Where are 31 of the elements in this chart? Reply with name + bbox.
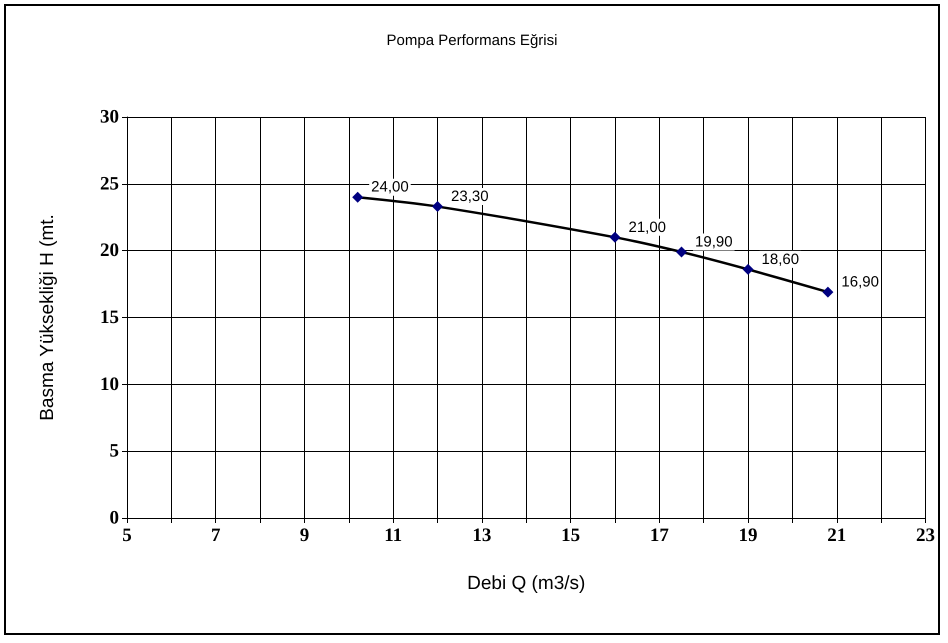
data-label: 19,90 — [695, 234, 733, 251]
y-tick-label: 30 — [100, 106, 119, 128]
data-label: 18,60 — [762, 250, 800, 268]
x-tick-label: 15 — [561, 525, 580, 546]
point — [609, 232, 620, 243]
y-tick-label: 0 — [110, 508, 119, 528]
point — [432, 201, 444, 212]
x-tick-label: 23 — [916, 525, 935, 546]
x-axis-title: Debi Q (m3/s) — [467, 573, 586, 594]
y-tick-label: 10 — [100, 374, 119, 395]
x-tick-label: 19 — [738, 525, 758, 546]
chart-title: Pompa Performans Eğrisi — [386, 32, 558, 49]
point — [676, 246, 688, 258]
x-tick-label: 7 — [210, 525, 221, 546]
x-tick-label: 13 — [472, 525, 492, 546]
y-tick-label: 25 — [100, 173, 119, 194]
x-tick-label: 17 — [650, 525, 670, 546]
x-tick-label: 9 — [300, 525, 310, 546]
data-label: 24,00 — [371, 178, 409, 196]
y-tick-label: 15 — [100, 307, 119, 328]
y-axis-title: Basma Yüksekliği H (mt. — [37, 214, 58, 421]
x-tick-label: 11 — [384, 525, 402, 546]
point — [742, 264, 754, 275]
y-tick-label: 5 — [110, 440, 119, 462]
x-tick-label: 21 — [827, 525, 846, 546]
data-label: 23,30 — [451, 188, 489, 206]
point — [352, 192, 364, 203]
data-label: 21,00 — [628, 218, 666, 236]
data-label: 16,90 — [841, 274, 879, 291]
y-tick-label: 20 — [100, 240, 119, 262]
point — [822, 286, 834, 298]
